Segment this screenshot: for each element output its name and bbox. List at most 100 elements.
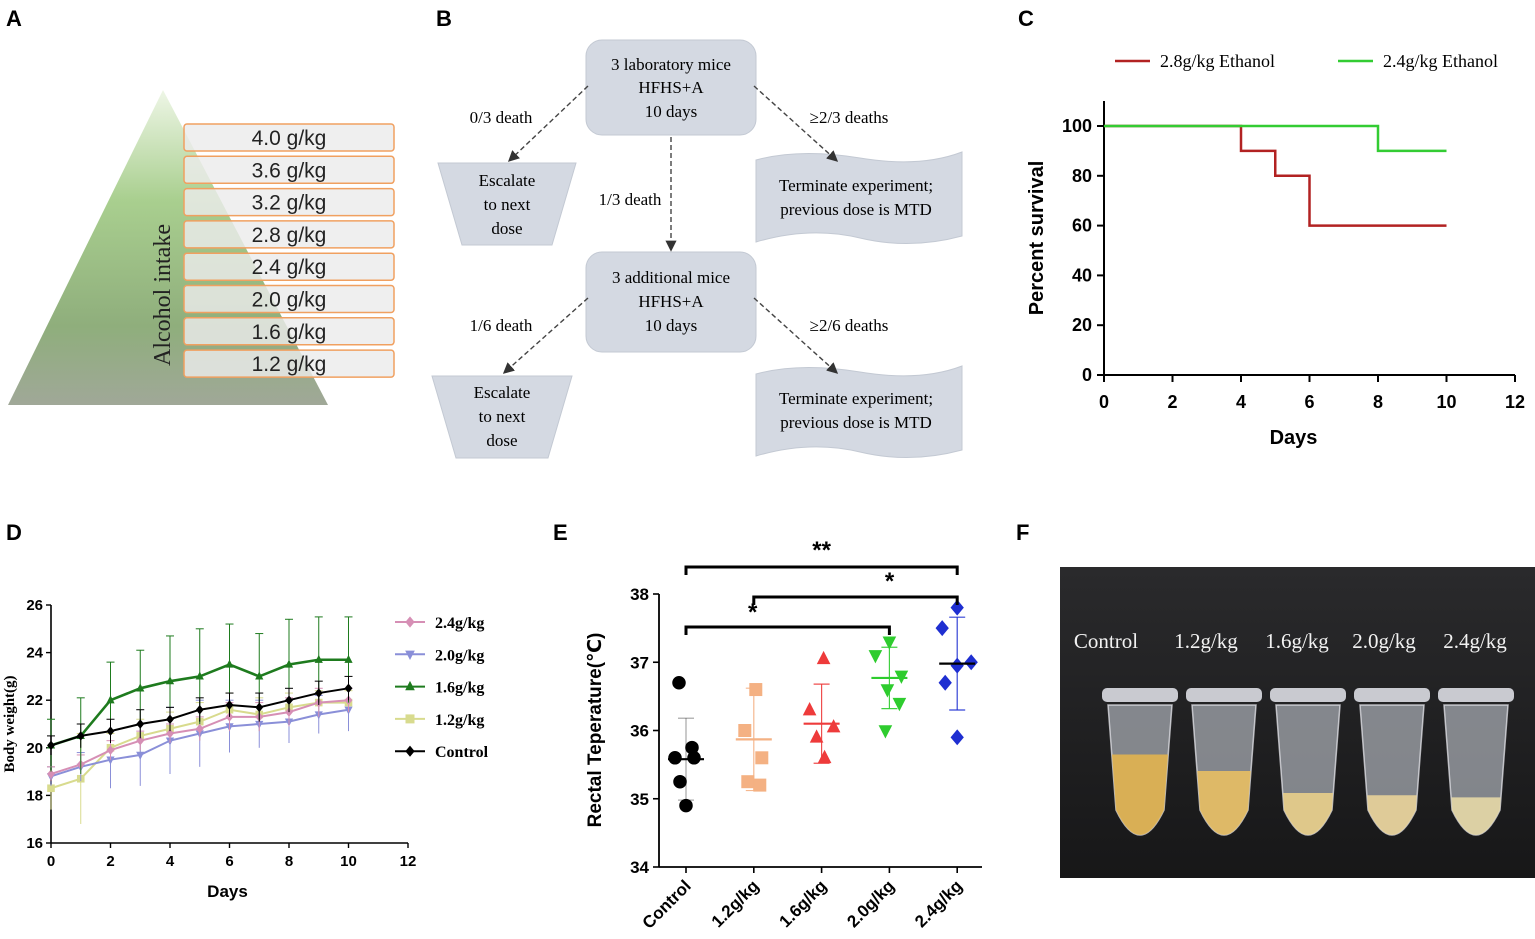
x-tick-label: 1.6g/kg	[776, 876, 831, 931]
y-tick-label: 0	[1082, 365, 1092, 385]
data-point	[225, 700, 234, 710]
data-point	[950, 729, 964, 746]
dose-box	[183, 317, 395, 346]
data-point	[802, 702, 817, 716]
tube-liquid	[1111, 754, 1169, 835]
panel-a: A 4.0 g/kg 3.6 g/kg 3.2 g/kg 2.8 g/kg 2.4 g/…	[6, 6, 395, 405]
dose-box	[183, 220, 395, 249]
data-point	[950, 599, 964, 616]
data-point	[195, 704, 204, 715]
x-tick-label: 6	[225, 853, 233, 870]
alcohol-intake-label: Alcohol intake	[150, 224, 176, 366]
dose-box	[183, 187, 395, 217]
y-tick-label: 60	[1072, 216, 1092, 236]
legend-label: 1.6g/kg	[435, 680, 484, 697]
data-point	[166, 714, 174, 724]
add-box-line1: 3 additional mice	[612, 268, 730, 287]
add-box-line3: 10 days	[645, 316, 697, 335]
data-point	[106, 745, 115, 755]
tube-label: Control	[1074, 629, 1138, 653]
data-point	[136, 683, 145, 692]
escalate-1-line3: dose	[491, 219, 522, 238]
y-tick-label: 100	[1062, 116, 1092, 136]
y-tick-label: 34	[630, 858, 649, 877]
data-point	[106, 726, 115, 736]
tube-label: 2.0g/kg	[1352, 629, 1416, 653]
x-tick-label: Control	[639, 876, 695, 932]
tube-label: 2.4g/kg	[1443, 629, 1507, 653]
panel-letter-f: F	[1016, 520, 1029, 545]
data-point	[136, 751, 145, 760]
group-2.4g/kg	[935, 599, 978, 746]
y-tick-label: 40	[1072, 265, 1092, 285]
data-point	[225, 659, 234, 668]
significance-bracket	[684, 565, 959, 575]
x-tick-label: 1.2g/kg	[708, 876, 763, 931]
label-2-6-deaths: ≥2/6 deaths	[810, 316, 889, 335]
data-point	[314, 688, 323, 698]
tube-cap	[1270, 688, 1346, 702]
tube	[1438, 688, 1514, 836]
tube-label: 1.2g/kg	[1174, 629, 1238, 653]
data-point	[878, 725, 893, 739]
data-point	[195, 671, 204, 680]
significance-bracket	[752, 595, 959, 605]
data-point	[344, 683, 353, 694]
start-box-line3: 10 days	[645, 102, 697, 121]
terminate-1-line2: previous dose is MTD	[780, 200, 932, 219]
x-tick-label: 4	[166, 853, 175, 870]
data-point	[826, 719, 841, 733]
data-point	[816, 650, 831, 665]
dose-box	[183, 349, 395, 378]
label-1-6-death: 1/6 death	[470, 316, 533, 335]
panel-c-survival-chart: C 0 2 4 6 8 10 12 0 20 40 60 80 100 Days Percent survi…	[1018, 6, 1525, 449]
dose-box	[183, 252, 395, 281]
y-tick-label: 18	[26, 787, 43, 804]
data-point	[741, 775, 755, 789]
data-point	[753, 778, 767, 792]
x-tick-label: 8	[1373, 392, 1383, 412]
legend-marker	[405, 745, 415, 757]
dose-boxes: 4.0 g/kg 3.6 g/kg 3.2 g/kg 2.8 g/kg 2.4 g/kg…	[183, 123, 395, 378]
data-point	[868, 650, 883, 664]
escalate-2-line3: dose	[486, 431, 517, 450]
survival-line-red	[1104, 124, 1447, 227]
y-tick-label: 20	[26, 740, 43, 757]
y-tick-label: 24	[26, 645, 43, 662]
y-tick-label: 20	[1072, 315, 1092, 335]
panel-letter-e: E	[553, 520, 568, 545]
x-axis-title: Days	[1270, 427, 1318, 449]
data-point	[166, 728, 174, 739]
legend-label: Control	[435, 744, 489, 761]
tube-cap	[1354, 688, 1430, 702]
panel-letter-c: C	[1018, 6, 1034, 31]
y-axis-title: Body weight(g)	[2, 675, 18, 772]
data-point	[668, 751, 682, 765]
data-point	[964, 654, 978, 671]
significance-bracket	[684, 625, 891, 635]
data-point	[314, 654, 323, 663]
arrow-to-terminate-1	[753, 85, 839, 162]
data-point	[950, 657, 964, 674]
tubes: Control 1.2g/kg 1.6g/kg 2.0g/kg 2.4g/kg	[1074, 629, 1514, 836]
data-point	[880, 684, 895, 698]
terminate-shape-2	[755, 365, 963, 459]
significance-label: *	[885, 568, 895, 595]
significance-label: **	[812, 537, 831, 564]
data-point	[195, 724, 204, 734]
legend-label: 2.0g/kg	[435, 647, 484, 664]
tube-liquid	[1451, 797, 1501, 835]
escalate-2-line1: Escalate	[474, 383, 531, 402]
y-axis-title: Rectal Teperature(℃)	[585, 633, 606, 828]
label-1-3-death: 1/3 death	[599, 190, 662, 209]
dose-label: 4.0 g/kg	[252, 127, 327, 150]
data-point	[672, 675, 686, 690]
escalate-shape-2	[431, 375, 573, 459]
data-point	[738, 724, 752, 737]
escalate-1-line1: Escalate	[479, 171, 536, 190]
series-Control	[47, 675, 353, 755]
x-tick-label: 10	[340, 853, 357, 870]
legend-label: 2.4g/kg Ethanol	[1383, 51, 1498, 71]
